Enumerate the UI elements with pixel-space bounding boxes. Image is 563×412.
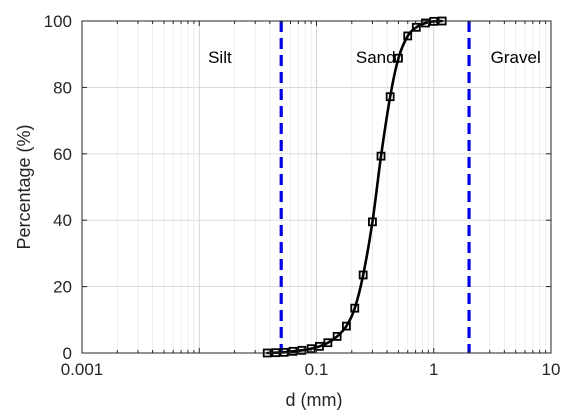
x-tick-label: 1	[429, 360, 438, 379]
region-label: Gravel	[491, 48, 541, 67]
y-tick-label: 60	[53, 145, 72, 164]
y-tick-label: 100	[44, 12, 72, 31]
data-point-marker	[376, 151, 386, 161]
y-tick-label: 40	[53, 211, 72, 230]
data-point-marker	[315, 341, 324, 351]
y-axis-title: Percentage (%)	[14, 124, 34, 249]
y-tick-label: 0	[63, 344, 72, 363]
y-tick-label: 20	[53, 278, 72, 297]
data-point-marker	[394, 53, 403, 63]
data-point-marker	[368, 217, 377, 227]
x-tick-label: 0.001	[61, 360, 104, 379]
boundary-lines	[279, 21, 471, 353]
data-point-marker	[279, 347, 289, 357]
region-labels: Silt Sand Gravel	[208, 48, 541, 67]
data-point-marker	[323, 338, 333, 348]
data-point-marker	[350, 303, 360, 313]
axes-frame	[81, 20, 552, 354]
series-layer	[262, 16, 447, 358]
data-point-marker	[332, 331, 342, 341]
grid-lines	[82, 21, 551, 353]
x-tick-label: 10	[542, 360, 561, 379]
data-point-marker	[342, 321, 351, 331]
y-tick-label: 80	[53, 78, 72, 97]
data-point-marker	[288, 346, 298, 356]
data-point-marker	[385, 92, 395, 102]
data-point-marker	[411, 22, 421, 32]
x-axis-title: d (mm)	[286, 390, 343, 410]
region-label: Sand	[356, 48, 396, 67]
data-point-marker	[403, 31, 413, 41]
x-tick-label: 0.1	[305, 360, 329, 379]
data-point-marker	[358, 270, 368, 280]
region-label: Silt	[208, 48, 232, 67]
